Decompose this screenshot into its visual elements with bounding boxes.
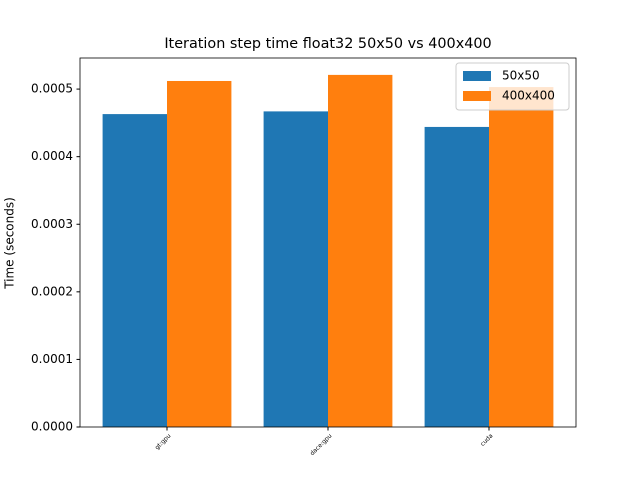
x-tick-label: dace:gpu [309,432,334,457]
bar [489,87,554,428]
y-tick-label: 0.0000 [31,420,73,434]
x-axis-label: Backend [302,479,353,480]
legend-swatch [463,91,491,101]
bar [263,111,328,427]
legend-swatch [463,71,491,81]
x-tick-label: gt:gpu [154,432,173,451]
y-tick-label: 0.0002 [31,284,73,298]
y-tick-label: 0.0001 [31,352,73,366]
bar [328,74,393,428]
legend: 50x50 400x400 [455,62,570,111]
legend-label: 400x400 [502,89,555,103]
legend-label: 50x50 [502,69,540,83]
bar [424,126,489,427]
y-tick-label: 0.0005 [31,82,73,96]
axes-frame [79,57,577,428]
y-axis-label: Time (seconds) [3,197,17,290]
chart-title: Iteration step time float32 50x50 vs 400… [164,36,491,52]
bar [102,114,167,427]
bar [167,80,232,427]
x-tick-label: cuda [479,432,494,447]
y-tick-label: 0.0003 [31,217,73,231]
y-tick-label: 0.0004 [31,149,73,163]
